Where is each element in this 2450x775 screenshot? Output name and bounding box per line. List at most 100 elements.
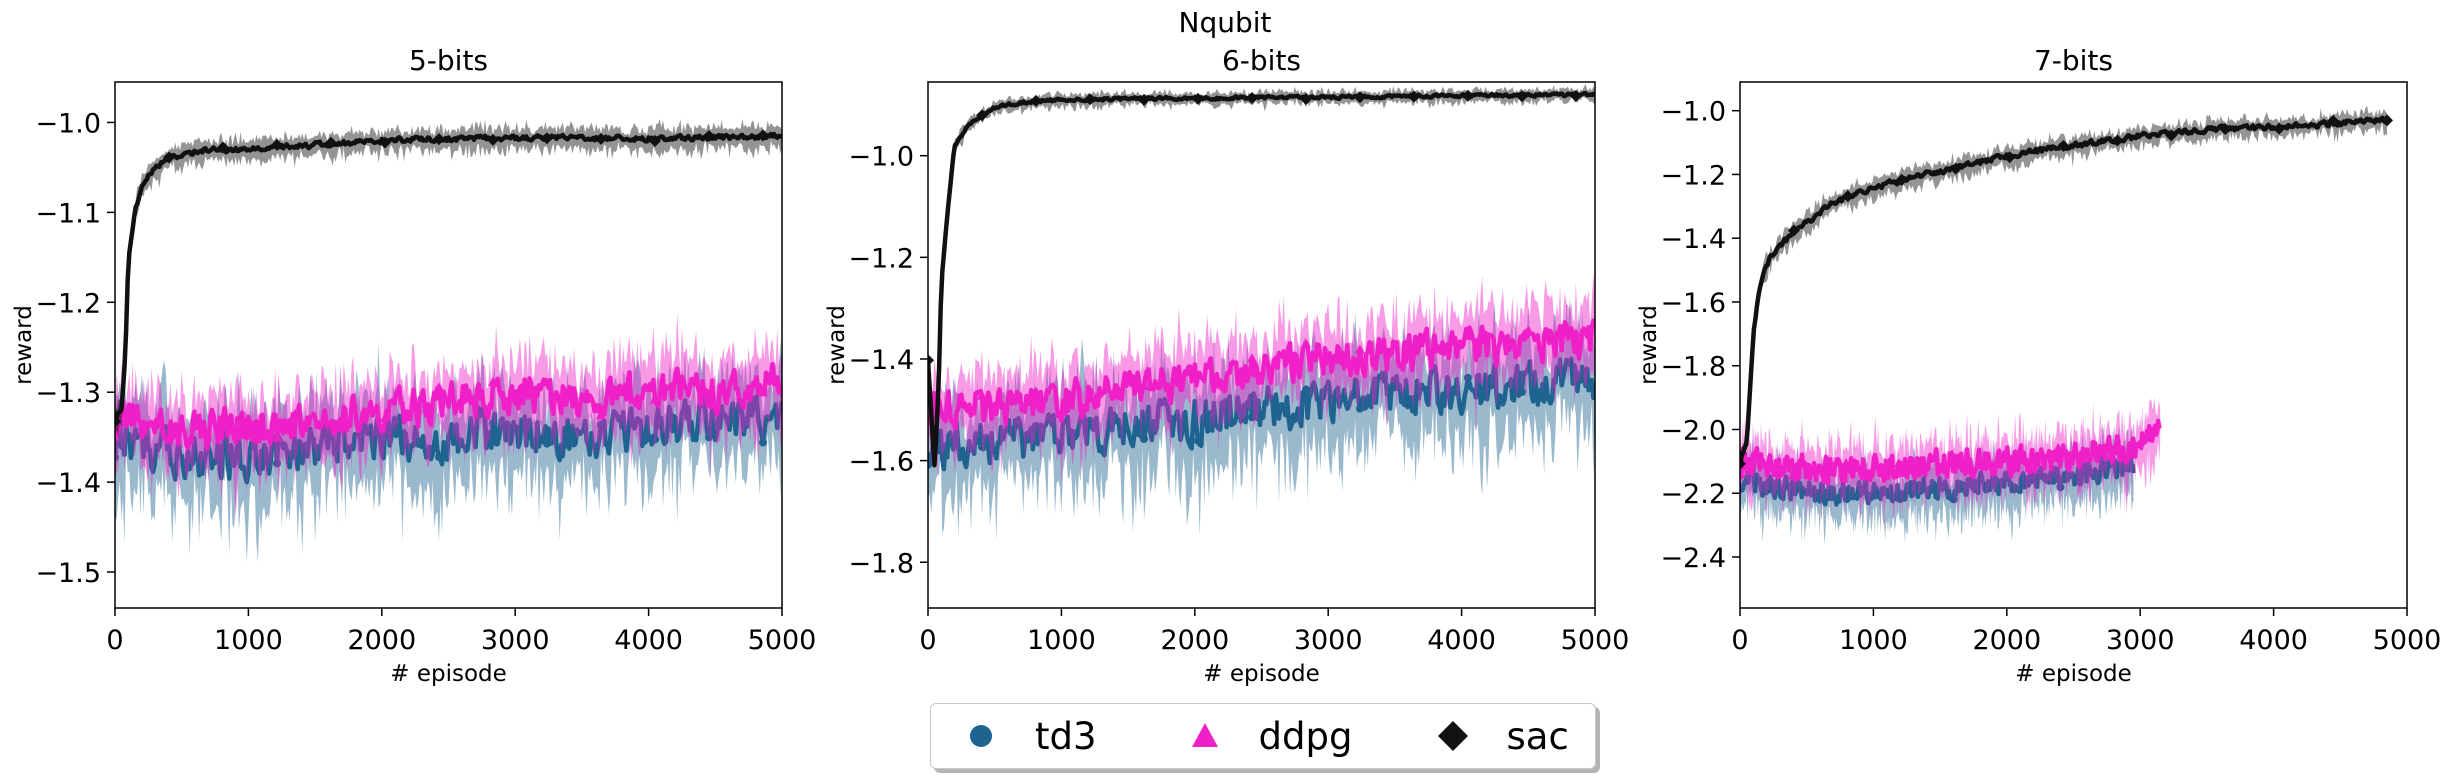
marker-sac (648, 134, 661, 147)
marker-td3 (488, 419, 497, 428)
marker-sac (1245, 92, 1258, 105)
marker-ddpg (703, 388, 714, 398)
x-tick-label: 3000 (2106, 625, 2175, 656)
x-tick-label: 1000 (214, 625, 283, 656)
series-line-sac (1740, 115, 2389, 465)
marker-ddpg (115, 431, 120, 441)
series-line-ddpg (928, 318, 1595, 431)
series-line-sac (115, 131, 782, 423)
marker-sac (1083, 93, 1096, 106)
marker-ddpg (757, 387, 768, 397)
y-tick-label: −1.1 (35, 198, 101, 229)
x-tick-label: 3000 (481, 625, 550, 656)
marker-td3 (2056, 483, 2065, 492)
x-tick-label: 3000 (1294, 625, 1363, 656)
y-tick-label: −2.0 (1660, 415, 1726, 446)
plot-area (115, 118, 782, 563)
marker-td3 (1517, 388, 1526, 397)
marker-sac (486, 133, 499, 146)
y-tick-label: −1.0 (35, 108, 101, 139)
marker-td3 (1740, 483, 1744, 492)
marker-ddpg (1246, 353, 1257, 363)
marker-td3 (1842, 495, 1851, 504)
legend-item-ddpg: ddpg (1185, 704, 1353, 768)
series-band-sac (1740, 105, 2387, 475)
marker-td3 (704, 433, 713, 442)
marker-sac (2111, 134, 2124, 147)
marker-td3 (650, 435, 659, 444)
marker-sac (432, 133, 445, 146)
panel-title: 6-bits (1222, 44, 1301, 77)
marker-sac (1029, 94, 1042, 107)
marker-ddpg (433, 382, 444, 392)
axes-frame (114, 81, 783, 609)
marker-ddpg (1841, 458, 1852, 468)
marker-ddpg (1408, 342, 1419, 352)
marker-ddpg (1894, 458, 1905, 468)
marker-td3 (1085, 416, 1094, 425)
marker-sac (1841, 190, 1854, 203)
marker-ddpg (163, 434, 174, 444)
x-tick-label: 0 (1731, 625, 1748, 656)
circle-marker-icon (961, 716, 1001, 756)
legend-item-td3: td3 (961, 704, 1097, 768)
marker-ddpg (1516, 332, 1527, 342)
marker-td3 (1031, 422, 1040, 431)
marker-sac (1191, 92, 1204, 105)
marker-td3 (596, 420, 605, 429)
marker-ddpg (1300, 338, 1311, 348)
y-tick-label: −1.6 (1660, 288, 1726, 319)
marker-td3 (1571, 370, 1580, 379)
marker-sac (2219, 123, 2232, 136)
marker-td3 (1301, 385, 1310, 394)
marker-td3 (928, 460, 932, 469)
marker-ddpg (976, 390, 987, 400)
legend: td3 ddpg sac (930, 703, 1596, 769)
marker-sac (2380, 114, 2393, 127)
marker-td3 (272, 459, 281, 468)
y-tick-label: −1.0 (1660, 97, 1726, 128)
marker-ddpg (1462, 330, 1473, 340)
marker-sac (1949, 162, 1962, 175)
marker-td3 (1409, 394, 1418, 403)
marker-td3 (977, 442, 986, 451)
marker-td3 (542, 439, 551, 448)
marker-sac (378, 136, 391, 149)
marker-ddpg (1030, 386, 1041, 396)
marker-ddpg (379, 412, 390, 422)
marker-td3 (434, 452, 443, 461)
marker-ddpg (2000, 454, 2011, 464)
marker-td3 (1949, 495, 1958, 504)
marker-sac (2273, 122, 2286, 135)
marker-td3 (1193, 436, 1202, 445)
diamond-marker-icon (1433, 716, 1473, 756)
x-tick-label: 0 (106, 625, 123, 656)
marker-ddpg (487, 377, 498, 387)
marker-ddpg (325, 417, 336, 427)
marker-ddpg (1947, 449, 1958, 459)
marker-sac (1569, 89, 1582, 102)
marker-ddpg (1570, 328, 1581, 338)
marker-sac (702, 130, 715, 143)
marker-sac (1353, 91, 1366, 104)
marker-td3 (1789, 487, 1798, 496)
marker-ddpg (541, 377, 552, 387)
x-axis-label: # episode (390, 661, 507, 687)
x-tick-label: 2000 (347, 625, 416, 656)
x-tick-label: 4000 (2239, 625, 2308, 656)
y-tick-label: −1.8 (1660, 352, 1726, 383)
marker-sac (1895, 173, 1908, 186)
axes-frame (927, 81, 1596, 609)
panel-title: 5-bits (409, 44, 488, 77)
legend-label-ddpg: ddpg (1258, 714, 1353, 758)
marker-sac (2057, 140, 2070, 153)
marker-sac (594, 132, 607, 145)
marker-ddpg (1192, 369, 1203, 379)
y-axis-label: reward (824, 305, 850, 385)
marker-sac (975, 109, 988, 122)
axes-frame (1739, 81, 2408, 609)
y-tick-label: −1.5 (35, 558, 101, 589)
panel-6-bits: 0 1000 2000 3000 4000 5000 −1.8 −1.6 −1.4 −1.2 −1.… (824, 44, 1629, 687)
marker-ddpg (1354, 344, 1365, 354)
